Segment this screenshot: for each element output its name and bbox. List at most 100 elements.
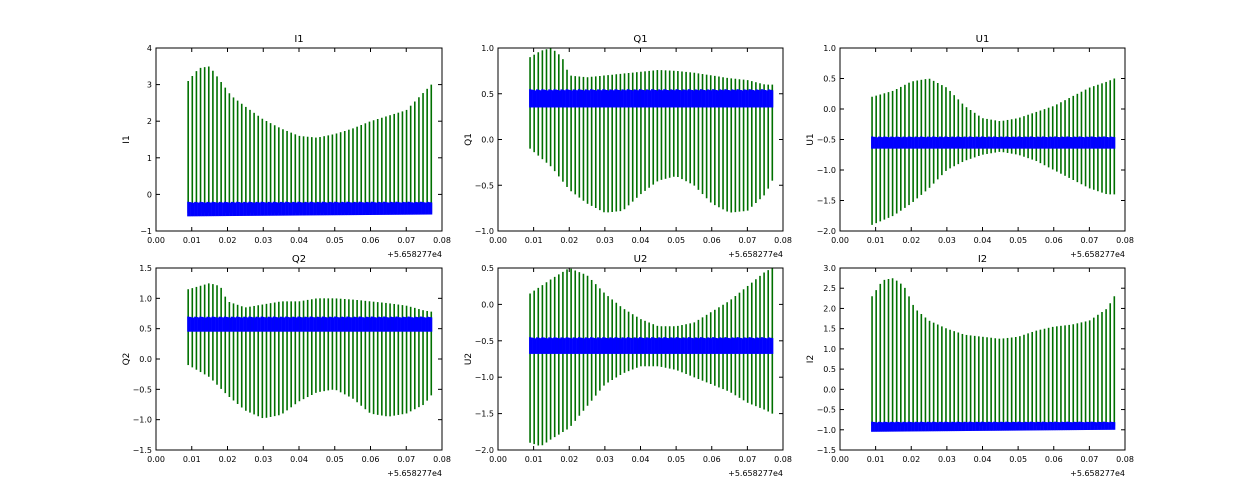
y-tick-label: −0.5	[475, 181, 494, 190]
x-tick-label: 0.03	[938, 236, 956, 245]
x-tick-label: 0.00	[147, 455, 165, 464]
x-tick-label: 0.06	[1045, 236, 1063, 245]
plot-area	[529, 268, 774, 446]
plot-area	[871, 278, 1116, 432]
y-tick-label: −1.5	[133, 446, 152, 455]
y-tick-label: 2.5	[823, 284, 836, 293]
y-tick-label: 1.0	[139, 294, 152, 303]
y-tick-label: 4	[147, 44, 152, 53]
y-tick-label: −1.5	[817, 446, 836, 455]
x-tick-label: 0.00	[831, 455, 849, 464]
y-tick-label: 1.5	[823, 325, 836, 334]
subplot-title: Q2	[292, 254, 306, 265]
x-tick-label: 0.08	[433, 236, 451, 245]
x-tick-label: 0.05	[667, 236, 685, 245]
x-tick-label: 0.04	[290, 236, 308, 245]
subplot-i2: 0.00 0.01 0.02 0.03 0.04 0.05 0.06 0.07 0.08 −1.5…	[806, 254, 1134, 478]
subplot-title: Q1	[633, 34, 647, 45]
x-tick-label: 0.06	[703, 236, 721, 245]
y-tick-label: 1.5	[139, 264, 152, 273]
plot-area	[871, 78, 1116, 225]
x-tick-label: 0.00	[489, 236, 507, 245]
subplot-u1: 0.00 0.01 0.02 0.03 0.04 0.05 0.06 0.07 0.08 −2.0…	[806, 34, 1134, 259]
x-tick-label: 0.03	[596, 236, 614, 245]
y-tick-label: −1	[140, 227, 152, 236]
y-tick-label: −0.5	[817, 136, 836, 145]
x-tick-label: 0.07	[738, 455, 756, 464]
x-tick-label: 0.06	[362, 455, 380, 464]
x-tick-label: 0.03	[254, 236, 272, 245]
y-tick-label: −1.0	[133, 416, 152, 425]
y-tick-label: 0.0	[823, 105, 836, 114]
y-tick-label: −1.0	[475, 373, 494, 382]
x-tick-label: 0.06	[362, 236, 380, 245]
y-tick-label: 2	[147, 117, 152, 126]
y-tick-label: 0.0	[823, 385, 836, 394]
y-tick-label: −1.0	[817, 426, 836, 435]
y-tick-label: 1	[147, 154, 152, 163]
y-tick-label: 0.5	[823, 75, 836, 84]
x-tick-label: 0.06	[1045, 455, 1063, 464]
y-tick-label: −2.0	[817, 227, 836, 236]
x-tick-label: 0.04	[632, 236, 650, 245]
subplot-q2: 0.00 0.01 0.02 0.03 0.04 0.05 0.06 0.07 0.08 −1.5…	[122, 254, 451, 478]
y-tick-label: 0.5	[139, 325, 152, 334]
y-tick-label: 0.5	[481, 264, 494, 273]
x-offset-label: +5.658277e4	[1070, 250, 1125, 259]
plot-area	[529, 48, 774, 213]
y-tick-label: 0.0	[481, 136, 494, 145]
y-tick-label: 0.0	[481, 300, 494, 309]
x-tick-label: 0.02	[219, 455, 237, 464]
x-tick-label: 0.05	[1009, 455, 1027, 464]
x-tick-label: 0.07	[397, 455, 415, 464]
subplot-title: U2	[634, 254, 648, 265]
y-tick-label: 1.0	[823, 44, 836, 53]
x-tick-label: 0.00	[831, 236, 849, 245]
subplot-title: U1	[976, 34, 990, 45]
y-axis-label: I2	[806, 355, 816, 363]
x-tick-label: 0.08	[1116, 236, 1134, 245]
x-offset-label: +5.658277e4	[387, 250, 442, 259]
y-axis-label: Q1	[464, 133, 474, 146]
y-tick-label: −1.0	[817, 166, 836, 175]
x-tick-label: 0.02	[560, 455, 578, 464]
x-tick-label: 0.05	[1009, 236, 1027, 245]
x-tick-label: 0.07	[1080, 236, 1098, 245]
x-tick-label: 0.02	[219, 236, 237, 245]
y-tick-label: 0.5	[823, 365, 836, 374]
x-tick-label: 0.08	[774, 236, 792, 245]
y-tick-label: −1.5	[475, 410, 494, 419]
x-tick-label: 0.02	[560, 236, 578, 245]
x-tick-label: 0.04	[974, 455, 992, 464]
x-tick-label: 0.05	[326, 236, 344, 245]
y-tick-label: −2.0	[475, 446, 494, 455]
x-tick-label: 0.05	[326, 455, 344, 464]
x-offset-label: +5.658277e4	[728, 469, 783, 478]
subplot-title: I2	[978, 254, 987, 265]
y-tick-label: 1.0	[481, 44, 494, 53]
x-tick-label: 0.07	[397, 236, 415, 245]
x-tick-label: 0.04	[632, 455, 650, 464]
y-axis-label: U1	[806, 133, 816, 145]
subplot-i1: 0.00 0.01 0.02 0.03 0.04 0.05 0.06 0.07 0.08 −1 0 1…	[122, 34, 451, 259]
x-tick-label: 0.06	[703, 455, 721, 464]
x-tick-label: 0.08	[774, 455, 792, 464]
y-tick-label: 0.5	[481, 90, 494, 99]
y-axis-label: I1	[122, 135, 132, 143]
x-offset-label: +5.658277e4	[1070, 469, 1125, 478]
y-tick-label: 3	[147, 81, 152, 90]
y-tick-label: −0.5	[475, 337, 494, 346]
x-tick-label: 0.00	[489, 455, 507, 464]
y-tick-label: 1.0	[823, 345, 836, 354]
y-tick-label: −0.5	[817, 406, 836, 415]
subplot-title: I1	[294, 34, 303, 45]
y-tick-label: 0.0	[139, 355, 152, 364]
x-tick-label: 0.00	[147, 236, 165, 245]
x-tick-label: 0.03	[596, 455, 614, 464]
x-tick-label: 0.07	[738, 236, 756, 245]
plot-area	[187, 283, 433, 419]
x-tick-label: 0.01	[525, 236, 543, 245]
plot-area	[187, 66, 433, 217]
x-tick-label: 0.08	[433, 455, 451, 464]
